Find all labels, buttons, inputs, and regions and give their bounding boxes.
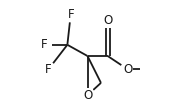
Text: O: O xyxy=(103,14,112,27)
Text: F: F xyxy=(45,63,52,76)
Text: F: F xyxy=(40,38,47,51)
Text: O: O xyxy=(83,89,92,102)
Text: O: O xyxy=(123,63,132,76)
Text: F: F xyxy=(67,8,74,21)
